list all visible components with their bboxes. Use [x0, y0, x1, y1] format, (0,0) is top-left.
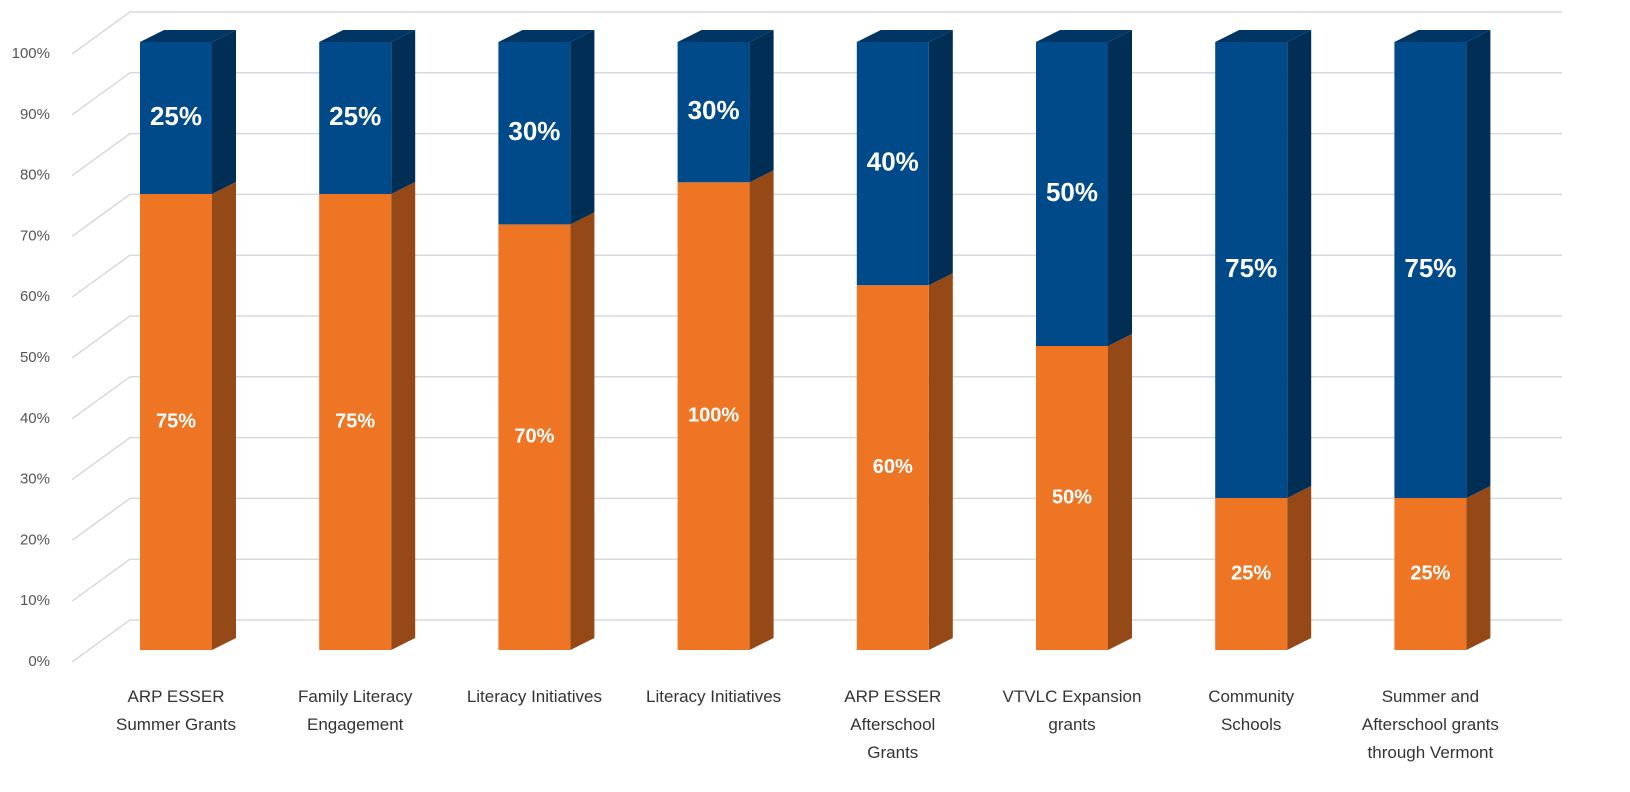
bar [1215, 498, 1288, 650]
grid-line [71, 497, 1562, 542]
bar-side [1108, 30, 1132, 346]
bar [1036, 346, 1108, 650]
y-tick-label: 100% [12, 45, 50, 62]
value-label: 75% [335, 410, 375, 432]
grid-line [71, 436, 1562, 481]
y-tick-label: 70% [20, 227, 50, 244]
bar-side [749, 30, 774, 183]
y-tick-label: 50% [20, 349, 50, 366]
bar [1394, 42, 1467, 498]
bar-side [928, 30, 953, 286]
x-tick-label: Literacy Initiatives [466, 687, 602, 706]
value-label: 25% [1231, 562, 1271, 584]
bar-side [391, 30, 416, 194]
bar-side [1466, 30, 1491, 498]
value-label: 75% [156, 410, 196, 432]
y-tick-label: 90% [20, 106, 50, 123]
x-tick-label: Community Schools [1208, 687, 1295, 734]
bar [1036, 42, 1108, 346]
bar-side [749, 170, 774, 651]
grid-line [71, 193, 1562, 238]
bar [677, 42, 750, 183]
bar [498, 42, 571, 225]
value-label: 50% [1052, 486, 1092, 508]
x-tick-label: VTVLC Expansion grants [1002, 687, 1142, 734]
value-label: 100% [688, 404, 739, 426]
y-tick-label: 10% [20, 592, 50, 609]
bar [319, 42, 392, 194]
bar-side [391, 182, 416, 650]
bar [498, 224, 571, 650]
bar-side [1108, 334, 1132, 650]
bar-side [570, 30, 595, 225]
x-tick-label: Literacy Initiatives [646, 687, 782, 706]
bar-side [570, 212, 595, 650]
grid-line [71, 72, 1562, 116]
grid-line [71, 132, 1562, 177]
x-tick-label: ARP ESSER Summer Grants [116, 687, 236, 734]
bar-side [212, 30, 236, 194]
bar-top [140, 30, 236, 42]
x-tick-label: Family Literacy Engagement [298, 687, 413, 734]
y-tick-label: 80% [20, 167, 50, 184]
bar-side [928, 273, 953, 650]
value-label: 50% [1046, 177, 1098, 207]
bar-side [1287, 30, 1312, 498]
y-tick-label: 30% [20, 471, 50, 488]
y-tick-label: 20% [20, 531, 50, 548]
x-tick-label: Summer and Afterschool grants through Ve… [1361, 687, 1499, 762]
grid-line [71, 619, 1562, 663]
bar-side [1287, 486, 1312, 650]
value-label: 25% [1410, 562, 1450, 584]
bar-top [677, 30, 774, 42]
value-label: 25% [150, 101, 202, 131]
value-label: 70% [514, 425, 554, 447]
bar [1215, 42, 1288, 498]
bar-top [1215, 30, 1312, 42]
bar [140, 194, 212, 650]
y-tick-label: 0% [28, 653, 50, 670]
value-label: 60% [873, 456, 913, 478]
grid-line [71, 11, 1562, 55]
bar [856, 285, 929, 650]
bar-top [498, 30, 595, 42]
x-tick-label: ARP ESSER Afterschool Grants [844, 687, 942, 762]
bar [856, 42, 929, 286]
bar-top [856, 30, 953, 42]
bar-top [319, 30, 416, 42]
bar-side [1466, 486, 1491, 650]
value-label: 25% [329, 101, 381, 131]
bar-top [1394, 30, 1491, 42]
y-tick-label: 60% [20, 288, 50, 305]
bar-top [1036, 30, 1132, 42]
bar [677, 182, 750, 651]
grid-line [71, 558, 1562, 602]
value-label: 75% [1225, 253, 1277, 283]
value-label: 30% [508, 116, 560, 146]
value-label: 40% [867, 146, 919, 176]
bar [319, 194, 392, 650]
value-label: 75% [1404, 253, 1456, 283]
grid-line [71, 315, 1562, 359]
grid-line [71, 254, 1562, 298]
value-label: 30% [688, 95, 740, 125]
y-tick-label: 40% [20, 410, 50, 427]
bar [140, 42, 212, 194]
bar-side [212, 182, 236, 650]
bar [1394, 498, 1467, 650]
grid-line [71, 376, 1562, 420]
